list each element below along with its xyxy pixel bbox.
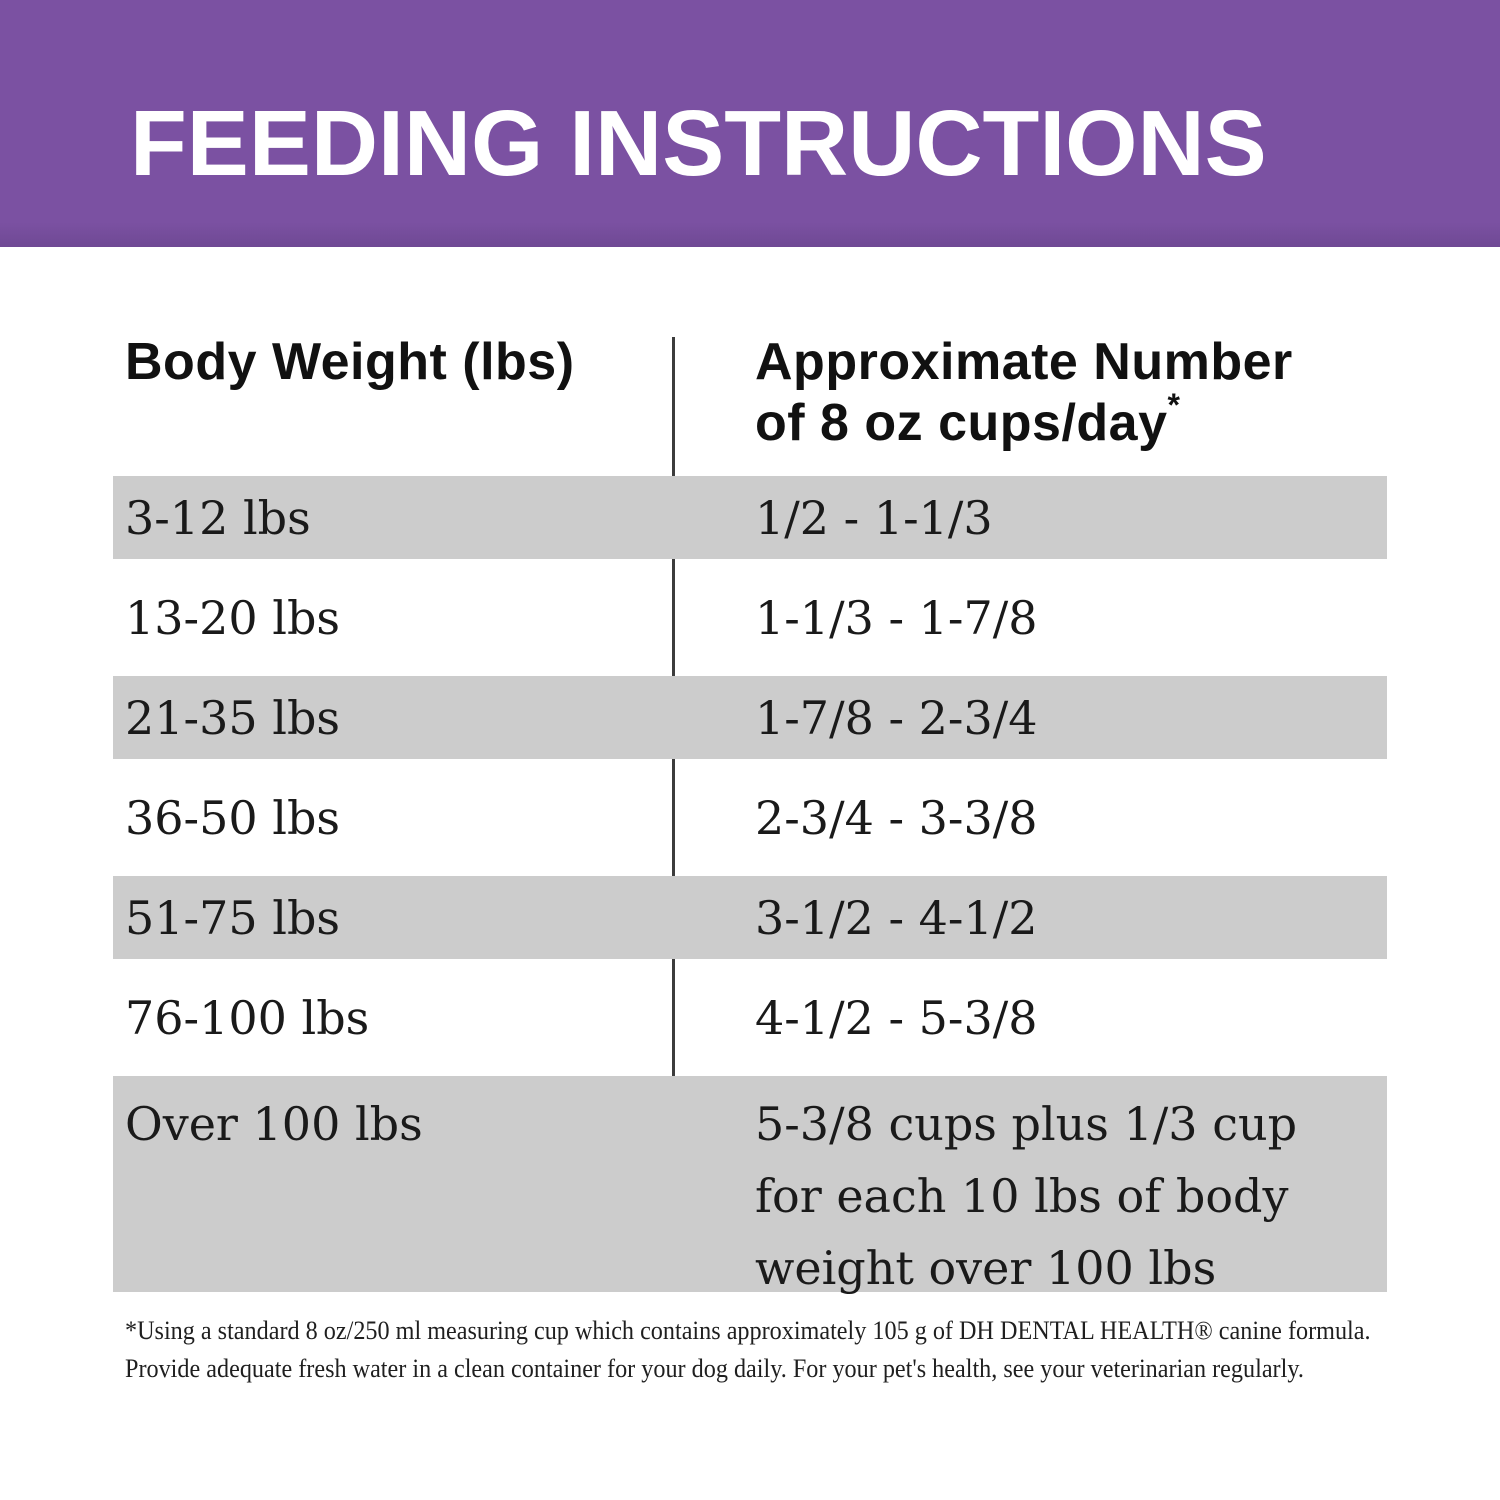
cups-per-day-cell: 1-7/8 - 2-3/4 — [755, 690, 1038, 745]
footnote-asterisk: * — [1167, 387, 1181, 423]
table-row: 21-35 lbs 1-7/8 - 2-3/4 — [113, 676, 1387, 759]
cups-per-day-cell: 5-3/8 cups plus 1/3 cup for each 10 lbs … — [755, 1097, 1298, 1295]
footnote-line-1: *Using a standard 8 oz/250 ml measuring … — [125, 1316, 1371, 1345]
footnote-line-2: Provide adequate fresh water in a clean … — [125, 1354, 1304, 1383]
column-divider-line — [672, 337, 675, 1292]
column-header-cups-per-day: Approximate Number of 8 oz cups/day* — [755, 332, 1355, 454]
table-row: 13-20 lbs 1-1/3 - 1-7/8 — [113, 559, 1387, 676]
body-weight-cell: 3-12 lbs — [125, 490, 311, 545]
table-row: Over 100 lbs 5-3/8 cups plus 1/3 cup for… — [113, 1076, 1387, 1295]
header-banner: FEEDING INSTRUCTIONS — [0, 0, 1500, 247]
cups-per-day-cell: 3-1/2 - 4-1/2 — [755, 890, 1038, 945]
cups-per-day-cell: 2-3/4 - 3-3/8 — [755, 790, 1038, 845]
body-weight-cell: 51-75 lbs — [125, 890, 340, 945]
footnote: *Using a standard 8 oz/250 ml measuring … — [125, 1312, 1371, 1388]
cups-per-day-cell: 1-1/3 - 1-7/8 — [755, 590, 1038, 645]
table-row: 36-50 lbs 2-3/4 - 3-3/8 — [113, 759, 1387, 876]
body-weight-cell: Over 100 lbs — [125, 1097, 423, 1151]
table-row: 76-100 lbs 4-1/2 - 5-3/8 — [113, 959, 1387, 1076]
column-header-body-weight: Body Weight (lbs) — [125, 333, 575, 391]
table-row: 3-12 lbs 1/2 - 1-1/3 — [113, 476, 1387, 559]
feeding-table-body: 3-12 lbs 1/2 - 1-1/3 13-20 lbs 1-1/3 - 1… — [113, 476, 1387, 1295]
table-row: 51-75 lbs 3-1/2 - 4-1/2 — [113, 876, 1387, 959]
cups-per-day-cell: 4-1/2 - 5-3/8 — [755, 990, 1038, 1045]
body-weight-cell: 21-35 lbs — [125, 690, 340, 745]
column-header-cups-text: Approximate Number of 8 oz cups/day — [755, 333, 1293, 452]
cups-per-day-cell: 1/2 - 1-1/3 — [755, 490, 993, 545]
body-weight-cell: 76-100 lbs — [125, 990, 370, 1045]
body-weight-cell: 13-20 lbs — [125, 590, 340, 645]
page-title: FEEDING INSTRUCTIONS — [130, 91, 1267, 195]
body-weight-cell: 36-50 lbs — [125, 790, 340, 845]
